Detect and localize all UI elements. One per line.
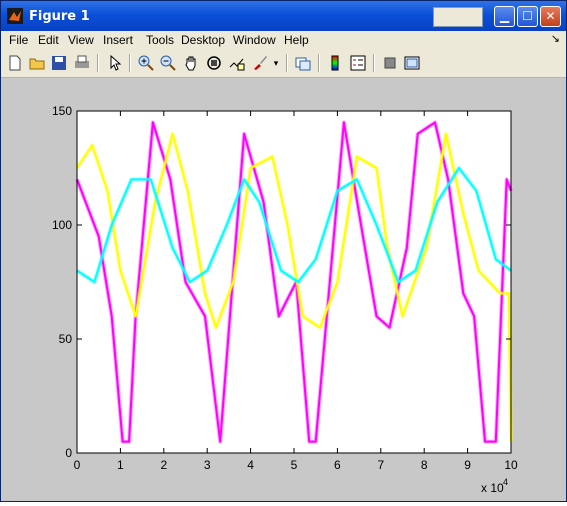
zoom-out-icon[interactable] <box>158 53 178 73</box>
y-tick-label: 100 <box>52 218 72 232</box>
colorbar-icon[interactable] <box>325 53 345 73</box>
menu-desktop[interactable]: Desktop <box>181 33 226 47</box>
x-tick-label: 0 <box>74 458 81 472</box>
close-icon: ✕ <box>545 9 556 23</box>
x-axis-multiplier: x 10 <box>481 481 504 495</box>
y-tick-label: 0 <box>65 446 72 460</box>
menu-view[interactable]: View <box>68 33 94 47</box>
maximize-icon: ☐ <box>522 9 533 23</box>
x-tick-label: 6 <box>334 458 341 472</box>
x-tick-label: 5 <box>291 458 298 472</box>
hide-plot-tools-icon[interactable] <box>380 53 400 73</box>
data-cursor-icon[interactable] <box>227 53 247 73</box>
zoom-in-icon[interactable] <box>136 53 156 73</box>
title-bar-blank-field <box>433 7 483 27</box>
menu-tools[interactable]: Tools <box>146 33 175 47</box>
rotate-3d-icon[interactable] <box>204 53 224 73</box>
matlab-logo-icon <box>7 8 23 24</box>
x-tick-label: 4 <box>247 458 254 472</box>
save-icon[interactable] <box>49 53 69 73</box>
legend-icon[interactable] <box>348 53 368 73</box>
x-tick-label: 9 <box>464 458 471 472</box>
figure-toolbar: ▾ <box>1 50 566 78</box>
maximize-button[interactable]: ☐ <box>517 6 538 27</box>
x-tick-label: 7 <box>377 458 384 472</box>
menu-edit[interactable]: Edit <box>38 33 59 47</box>
minimize-button[interactable]: ▁ <box>494 6 515 27</box>
minimize-icon: ▁ <box>499 9 510 23</box>
x-axis-multiplier-exponent: 4 <box>503 477 508 487</box>
menu-help[interactable]: Help <box>284 33 309 47</box>
edit-plot-arrow-icon[interactable] <box>105 53 125 73</box>
title-bar[interactable]: Figure 1 ▁ ☐ ✕ <box>1 1 566 31</box>
menu-window[interactable]: Window <box>233 33 276 47</box>
brush-dropdown-icon[interactable]: ▾ <box>273 57 279 68</box>
brush-icon[interactable] <box>250 53 270 73</box>
pan-hand-icon[interactable] <box>181 53 201 73</box>
menu-insert[interactable]: Insert <box>103 33 134 47</box>
y-tick-label: 150 <box>52 104 72 118</box>
x-tick-label: 3 <box>204 458 211 472</box>
x-tick-label: 1 <box>117 458 124 472</box>
close-button[interactable]: ✕ <box>540 6 561 27</box>
x-tick-label: 10 <box>504 458 518 472</box>
menu-file[interactable]: File <box>9 33 29 47</box>
print-icon[interactable] <box>72 53 92 73</box>
show-plot-tools-icon[interactable] <box>402 53 422 73</box>
open-file-icon[interactable] <box>27 53 47 73</box>
dock-figure-icon[interactable]: ↘ <box>550 33 560 45</box>
series-cyan-line <box>76 167 512 283</box>
menu-bar: File Edit View Insert Tools Desktop Wind… <box>1 31 566 50</box>
new-figure-icon[interactable] <box>5 53 25 73</box>
window-title: Figure 1 <box>29 9 90 24</box>
y-tick-label: 50 <box>59 332 73 346</box>
figure-canvas: 0 1 2 3 4 5 6 7 8 9 10 0 50 100 150 x 10 4 <box>1 78 566 501</box>
link-plot-icon[interactable] <box>293 53 313 73</box>
x-tick-label: 2 <box>160 458 167 472</box>
x-tick-label: 8 <box>421 458 428 472</box>
